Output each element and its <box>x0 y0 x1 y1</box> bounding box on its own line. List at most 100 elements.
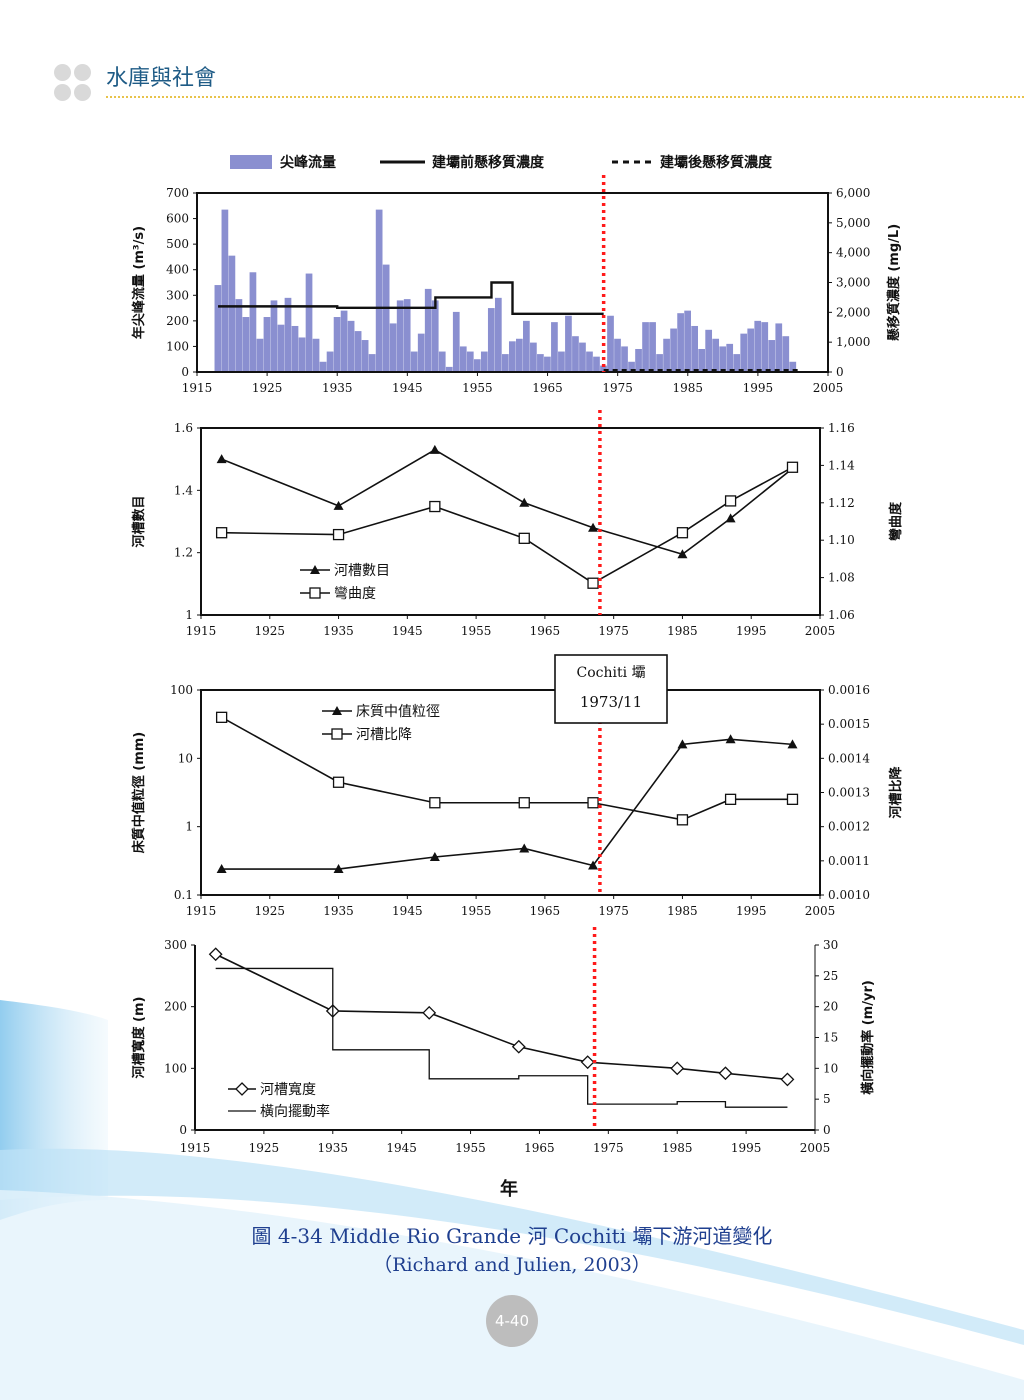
x-tick-label: 1945 <box>392 624 423 638</box>
x-tick-label: 1925 <box>252 381 283 395</box>
data-point <box>724 793 737 805</box>
bar <box>544 356 551 372</box>
legend-swatch-bar <box>230 155 272 169</box>
y-tick-label: 0.0010 <box>828 888 870 902</box>
data-point <box>332 528 345 541</box>
annotation-text: Cochiti 壩 <box>576 665 645 681</box>
y-tick-label: 15 <box>823 1031 838 1045</box>
series-line <box>221 466 793 585</box>
bar <box>291 325 299 372</box>
bar <box>530 342 537 372</box>
x-tick-label: 1965 <box>524 1141 555 1155</box>
y-axis-label-right: 彎曲度 <box>888 501 904 542</box>
bar <box>516 338 523 372</box>
x-tick-label: 1995 <box>731 1141 762 1155</box>
bar <box>579 342 586 372</box>
x-tick-label: 1985 <box>662 1141 693 1155</box>
series-line <box>221 716 793 821</box>
y-tick-label: 0.0014 <box>828 751 870 765</box>
series-line <box>218 281 604 316</box>
y-tick-label: 600 <box>166 212 189 226</box>
bar <box>277 324 285 372</box>
figure-caption-source: （Richard and Julien, 2003） <box>373 1254 651 1276</box>
data-point <box>580 1055 595 1070</box>
y-tick-label: 200 <box>166 314 189 328</box>
x-tick-label: 1995 <box>736 624 767 638</box>
x-tick-label: 2005 <box>800 1141 831 1155</box>
bar <box>740 333 748 372</box>
y-tick-label: 300 <box>164 938 187 952</box>
x-tick-label: 1955 <box>461 624 492 638</box>
bar <box>298 337 306 372</box>
x-tick-label: 1985 <box>667 624 698 638</box>
y-tick-label: 0 <box>823 1123 831 1137</box>
bar <box>726 343 734 372</box>
y-tick-label: 0 <box>181 365 189 379</box>
data-point <box>588 522 599 532</box>
legend-label: 尖峰流量 <box>280 154 336 171</box>
y-tick-label: 30 <box>823 938 838 952</box>
bar <box>656 354 663 372</box>
y-tick-label: 10 <box>178 751 193 765</box>
bar <box>284 297 292 372</box>
data-point <box>429 500 441 513</box>
bar <box>754 320 762 372</box>
data-point <box>333 864 344 874</box>
data-point <box>216 864 227 874</box>
bar <box>221 209 229 372</box>
y-axis-label-right: 橫向擺動率 (m/yr) <box>860 980 876 1095</box>
y-tick-label: 1.2 <box>174 546 193 560</box>
bar <box>523 320 530 372</box>
data-point <box>587 577 599 589</box>
bar <box>403 299 411 372</box>
y-tick-label: 5,000 <box>836 216 870 230</box>
x-tick-label: 1935 <box>323 624 354 638</box>
bar <box>438 351 446 372</box>
data-point <box>786 793 799 805</box>
bar <box>551 322 558 372</box>
bar <box>445 366 453 372</box>
data-point <box>725 513 736 523</box>
data-point <box>724 495 737 507</box>
y-tick-label: 20 <box>823 1000 838 1014</box>
x-tick-label: 2005 <box>805 624 836 638</box>
y-axis-label-left: 年尖峰流量 (m³/s) <box>131 226 147 339</box>
y-axis-label-left: 床質中值粒徑 (mm) <box>131 732 147 854</box>
x-tick-label: 1945 <box>386 1141 417 1155</box>
y-tick-label: 4,000 <box>836 246 870 260</box>
bar <box>628 361 635 372</box>
x-tick-label: 1985 <box>673 381 704 395</box>
bar <box>775 323 783 372</box>
bar <box>649 322 656 372</box>
x-tick-label: 1925 <box>255 904 286 918</box>
data-point <box>670 1061 685 1076</box>
bar <box>396 300 404 372</box>
bar <box>572 336 579 372</box>
bar <box>480 351 488 372</box>
data-point <box>422 1005 437 1020</box>
y-tick-label: 1,000 <box>836 335 870 349</box>
bar <box>565 315 572 372</box>
x-tick-label: 1975 <box>602 381 633 395</box>
bar <box>249 272 257 372</box>
bar <box>319 361 327 372</box>
bar <box>347 320 355 372</box>
data-point <box>518 797 530 809</box>
bar <box>228 255 236 372</box>
bar <box>263 317 271 372</box>
bar <box>691 325 698 372</box>
bar <box>621 346 628 372</box>
x-tick-label: 1935 <box>323 904 354 918</box>
wave-shape <box>0 1148 1024 1345</box>
bar <box>600 365 607 372</box>
bar <box>494 297 502 372</box>
legend-label: 床質中值粒徑 <box>356 704 440 720</box>
data-point <box>215 527 228 539</box>
x-tick-label: 1965 <box>530 904 561 918</box>
y-tick-label: 0 <box>179 1123 187 1137</box>
bar <box>719 346 727 372</box>
bar <box>761 322 769 372</box>
x-tick-label: 1955 <box>462 381 493 395</box>
series-line <box>221 738 793 870</box>
